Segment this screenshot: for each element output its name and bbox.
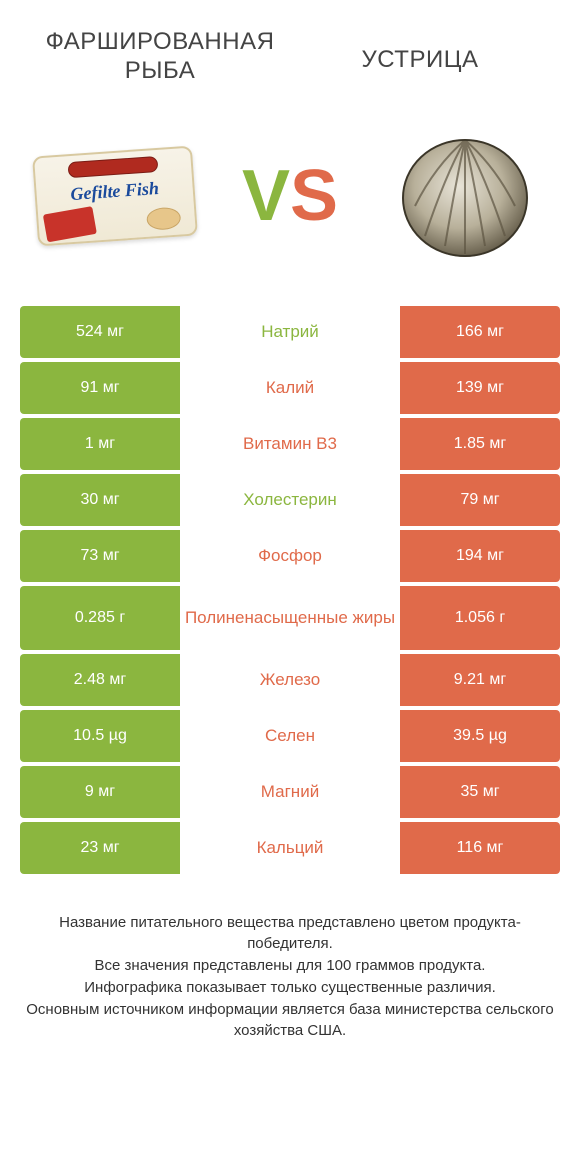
table-row: 23 мгКальций116 мг bbox=[20, 822, 560, 874]
table-row: 524 мгНатрий166 мг bbox=[20, 306, 560, 358]
table-row: 9 мгМагний35 мг bbox=[20, 766, 560, 818]
nutrient-label: Кальций bbox=[180, 822, 400, 874]
right-value: 79 мг bbox=[400, 474, 560, 526]
footer-line: Инфографика показывает только существенн… bbox=[22, 977, 558, 999]
images-row: Gefilte Fish VS bbox=[0, 96, 580, 306]
table-row: 30 мгХолестерин79 мг bbox=[20, 474, 560, 526]
left-value: 524 мг bbox=[20, 306, 180, 358]
table-row: 0.285 гПолиненасыщенные жиры1.056 г bbox=[20, 586, 560, 650]
footer-line: Основным источником информации является … bbox=[22, 999, 558, 1043]
table-row: 10.5 µgСелен39.5 µg bbox=[20, 710, 560, 762]
right-value: 1.85 мг bbox=[400, 418, 560, 470]
right-value: 166 мг bbox=[400, 306, 560, 358]
left-value: 10.5 µg bbox=[20, 710, 180, 762]
product-right-image bbox=[380, 121, 550, 271]
product-left-image: Gefilte Fish bbox=[30, 121, 200, 271]
nutrient-label: Натрий bbox=[180, 306, 400, 358]
left-value: 1 мг bbox=[20, 418, 180, 470]
right-value: 9.21 мг bbox=[400, 654, 560, 706]
right-value: 39.5 µg bbox=[400, 710, 560, 762]
vs-label: VS bbox=[242, 160, 338, 232]
nutrient-label: Калий bbox=[180, 362, 400, 414]
vs-s: S bbox=[290, 156, 338, 236]
table-row: 2.48 мгЖелезо9.21 мг bbox=[20, 654, 560, 706]
footer-notes: Название питательного вещества представл… bbox=[0, 878, 580, 1043]
table-row: 1 мгВитамин B31.85 мг bbox=[20, 418, 560, 470]
package-label: Gefilte Fish bbox=[36, 175, 193, 207]
nutrient-label: Фосфор bbox=[180, 530, 400, 582]
left-value: 23 мг bbox=[20, 822, 180, 874]
nutrient-label: Железо bbox=[180, 654, 400, 706]
left-value: 0.285 г bbox=[20, 586, 180, 650]
right-value: 139 мг bbox=[400, 362, 560, 414]
product-left-title: ФАРШИРОВАННАЯ РЫБА bbox=[30, 28, 290, 86]
right-value: 1.056 г bbox=[400, 586, 560, 650]
right-value: 194 мг bbox=[400, 530, 560, 582]
gefilte-fish-icon: Gefilte Fish bbox=[32, 145, 198, 246]
left-value: 9 мг bbox=[20, 766, 180, 818]
table-row: 73 мгФосфор194 мг bbox=[20, 530, 560, 582]
footer-line: Название питательного вещества представл… bbox=[22, 912, 558, 956]
nutrient-label: Полиненасыщенные жиры bbox=[180, 586, 400, 650]
left-value: 2.48 мг bbox=[20, 654, 180, 706]
left-value: 91 мг bbox=[20, 362, 180, 414]
comparison-table: 524 мгНатрий166 мг91 мгКалий139 мг1 мгВи… bbox=[0, 306, 580, 874]
nutrient-label: Холестерин bbox=[180, 474, 400, 526]
vs-v: V bbox=[242, 156, 290, 236]
nutrient-label: Магний bbox=[180, 766, 400, 818]
footer-line: Все значения представлены для 100 граммо… bbox=[22, 955, 558, 977]
right-value: 35 мг bbox=[400, 766, 560, 818]
left-value: 30 мг bbox=[20, 474, 180, 526]
table-row: 91 мгКалий139 мг bbox=[20, 362, 560, 414]
right-value: 116 мг bbox=[400, 822, 560, 874]
nutrient-label: Витамин B3 bbox=[180, 418, 400, 470]
nutrient-label: Селен bbox=[180, 710, 400, 762]
header: ФАРШИРОВАННАЯ РЫБА УСТРИЦА bbox=[0, 0, 580, 96]
left-value: 73 мг bbox=[20, 530, 180, 582]
oyster-icon bbox=[395, 126, 535, 266]
product-right-title: УСТРИЦА bbox=[290, 28, 550, 75]
